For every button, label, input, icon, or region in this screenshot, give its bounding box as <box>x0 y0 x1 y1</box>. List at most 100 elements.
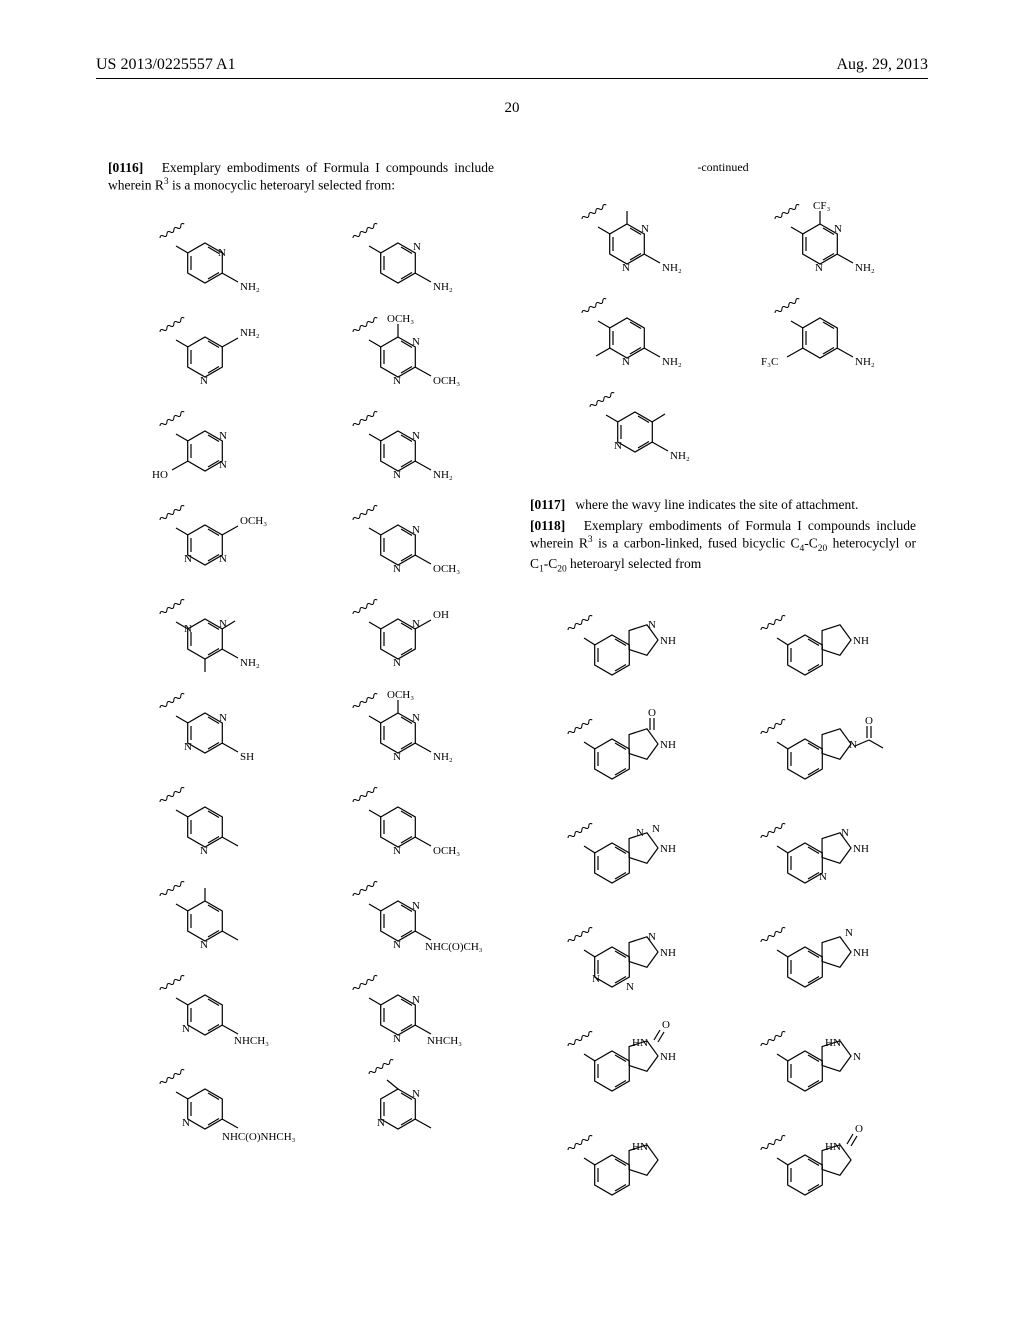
paragraph-text: -C <box>544 556 558 571</box>
svg-text:N: N <box>412 524 420 536</box>
pyridine-nh2-alt: N NH₂ <box>120 312 290 402</box>
svg-text:HO: HO <box>152 469 168 481</box>
svg-text:NH₂: NH₂ <box>240 327 260 339</box>
svg-text:N: N <box>393 469 401 481</box>
pyridine-3-nh2: N NH₂ <box>313 218 483 308</box>
svg-text:NH₂: NH₂ <box>670 450 690 462</box>
svg-text:N: N <box>393 375 401 387</box>
svg-text:N: N <box>652 823 660 835</box>
svg-text:N: N <box>412 994 420 1006</box>
svg-text:N: N <box>219 459 227 471</box>
structure-row: HN NH O HN N <box>530 1016 916 1116</box>
svg-text:N: N <box>393 845 401 857</box>
svg-text:NH: NH <box>660 1051 676 1063</box>
svg-text:N: N <box>648 619 656 631</box>
paragraph-number: [0117] <box>530 497 565 512</box>
svg-text:NHCH₃: NHCH₃ <box>234 1035 269 1047</box>
pyrimidine-nhch3: N N NHCH₃ <box>313 970 483 1060</box>
svg-text:SH: SH <box>240 751 254 763</box>
svg-text:N: N <box>622 262 630 274</box>
svg-text:N: N <box>377 1117 385 1129</box>
pyrimidine-ho: N N HO <box>120 406 290 496</box>
svg-text:NHC(O)CH₃: NHC(O)CH₃ <box>425 941 483 953</box>
svg-text:N: N <box>200 375 208 387</box>
svg-text:N: N <box>849 739 857 751</box>
paragraph-0116: [0116] Exemplary embodiments of Formula … <box>108 160 494 194</box>
subscript: 20 <box>557 564 566 574</box>
svg-text:O: O <box>855 1123 863 1135</box>
svg-text:N: N <box>184 553 192 565</box>
svg-text:N: N <box>412 430 420 442</box>
structure-row: N NHCH₃ N N NHCH₃ <box>108 970 494 1060</box>
paragraph-number: [0116] <box>108 160 143 175</box>
page-number: 20 <box>0 100 1024 117</box>
svg-text:HN: HN <box>825 1141 841 1153</box>
structure-row: N N NH₂ N N OH <box>108 594 494 684</box>
benzimidazolone: HN NH O <box>542 1016 712 1116</box>
pyridine-2-nh2: N NH₂ <box>120 218 290 308</box>
benzimidazole: N NH <box>735 912 905 1012</box>
svg-text:N: N <box>393 1033 401 1045</box>
pyrimidine-me-nh2-b: N N NH₂ <box>542 199 712 289</box>
svg-text:NH₂: NH₂ <box>240 281 260 293</box>
svg-text:NH: NH <box>660 947 676 959</box>
svg-text:NH: NH <box>660 635 676 647</box>
svg-text:F₃C: F₃C <box>761 356 778 368</box>
svg-text:N: N <box>184 623 192 635</box>
structure-row: N N OCH₃ <box>108 782 494 872</box>
svg-text:N: N <box>184 741 192 753</box>
pyrimidine-me-nh2: N N NH₂ <box>120 594 290 684</box>
benzotriazole: N N NH <box>542 808 712 908</box>
paragraph-0118: [0118] Exemplary embodiments of Formula … <box>530 518 916 576</box>
svg-text:N: N <box>219 553 227 565</box>
pyrimidine-och3-b: N N OCH₃ <box>313 500 483 590</box>
svg-text:OCH₃: OCH₃ <box>387 313 414 325</box>
bicyclic-structures: N NH NH O NH <box>530 596 916 1224</box>
svg-text:OH: OH <box>433 609 449 621</box>
svg-text:N: N <box>219 430 227 442</box>
svg-text:NH: NH <box>853 947 869 959</box>
structure-row: N N N NHC(O)CH₃ <box>108 876 494 966</box>
structure-row: N N OCH₃ N N OCH₃ <box>108 500 494 590</box>
indazole: N NH <box>542 600 712 700</box>
structure-row: N NH₂ F₃C NH₂ <box>530 293 916 383</box>
svg-text:N: N <box>641 223 649 235</box>
structure-row: N NH N N N NH <box>530 912 916 1012</box>
pyrimidine-cf3-nh2: N N CF₃ NH₂ <box>735 199 905 289</box>
svg-text:NH: NH <box>853 843 869 855</box>
structure-row: N NHC(O)NHCH₃ N N <box>108 1064 494 1154</box>
indole: NH <box>735 600 905 700</box>
pyrimidine-dioch3: N N OCH₃ OCH₃ <box>313 312 483 402</box>
structure-row: O NH N O <box>530 704 916 804</box>
pyrimidine-sh: N N SH <box>120 688 290 778</box>
svg-text:NH₂: NH₂ <box>662 356 682 368</box>
indoline-hn: HN <box>542 1120 712 1220</box>
svg-text:N: N <box>393 563 401 575</box>
svg-text:N: N <box>182 1117 190 1129</box>
pyridine-3me-nh2-c: N NH₂ <box>550 387 720 477</box>
structure-row: N N NH₂ N N CF₃ NH₂ <box>530 199 916 289</box>
svg-text:N: N <box>393 939 401 951</box>
svg-text:N: N <box>219 712 227 724</box>
svg-text:N: N <box>393 751 401 763</box>
pyridine-2-och3: N OCH₃ <box>313 782 483 872</box>
paragraph-text: -C <box>804 535 818 550</box>
pyrimidine-oh: N N OH <box>313 594 483 684</box>
pyridine-nhconhch3: N NHC(O)NHCH₃ <box>120 1064 290 1154</box>
svg-text:O: O <box>662 1019 670 1031</box>
paragraph-text: is a carbon-linked, fused bicyclic C <box>593 535 800 550</box>
svg-text:NH: NH <box>853 635 869 647</box>
azaindazole: N NH N <box>735 808 905 908</box>
svg-text:NH₂: NH₂ <box>433 469 453 481</box>
pyrrolopyrimidine: N NH N N <box>542 912 712 1012</box>
publication-number: US 2013/0225557 A1 <box>96 56 236 74</box>
svg-text:NH₂: NH₂ <box>433 751 453 763</box>
svg-text:N: N <box>853 1051 861 1063</box>
paragraph-0117: [0117] where the wavy line indicates the… <box>530 497 916 514</box>
benzimidazole-alt: HN N <box>735 1016 905 1116</box>
svg-text:O: O <box>865 715 873 727</box>
svg-text:NH₂: NH₂ <box>662 262 682 274</box>
svg-text:N: N <box>412 1088 420 1100</box>
page-header: US 2013/0225557 A1 Aug. 29, 2013 <box>0 56 1024 74</box>
svg-text:N: N <box>648 931 656 943</box>
